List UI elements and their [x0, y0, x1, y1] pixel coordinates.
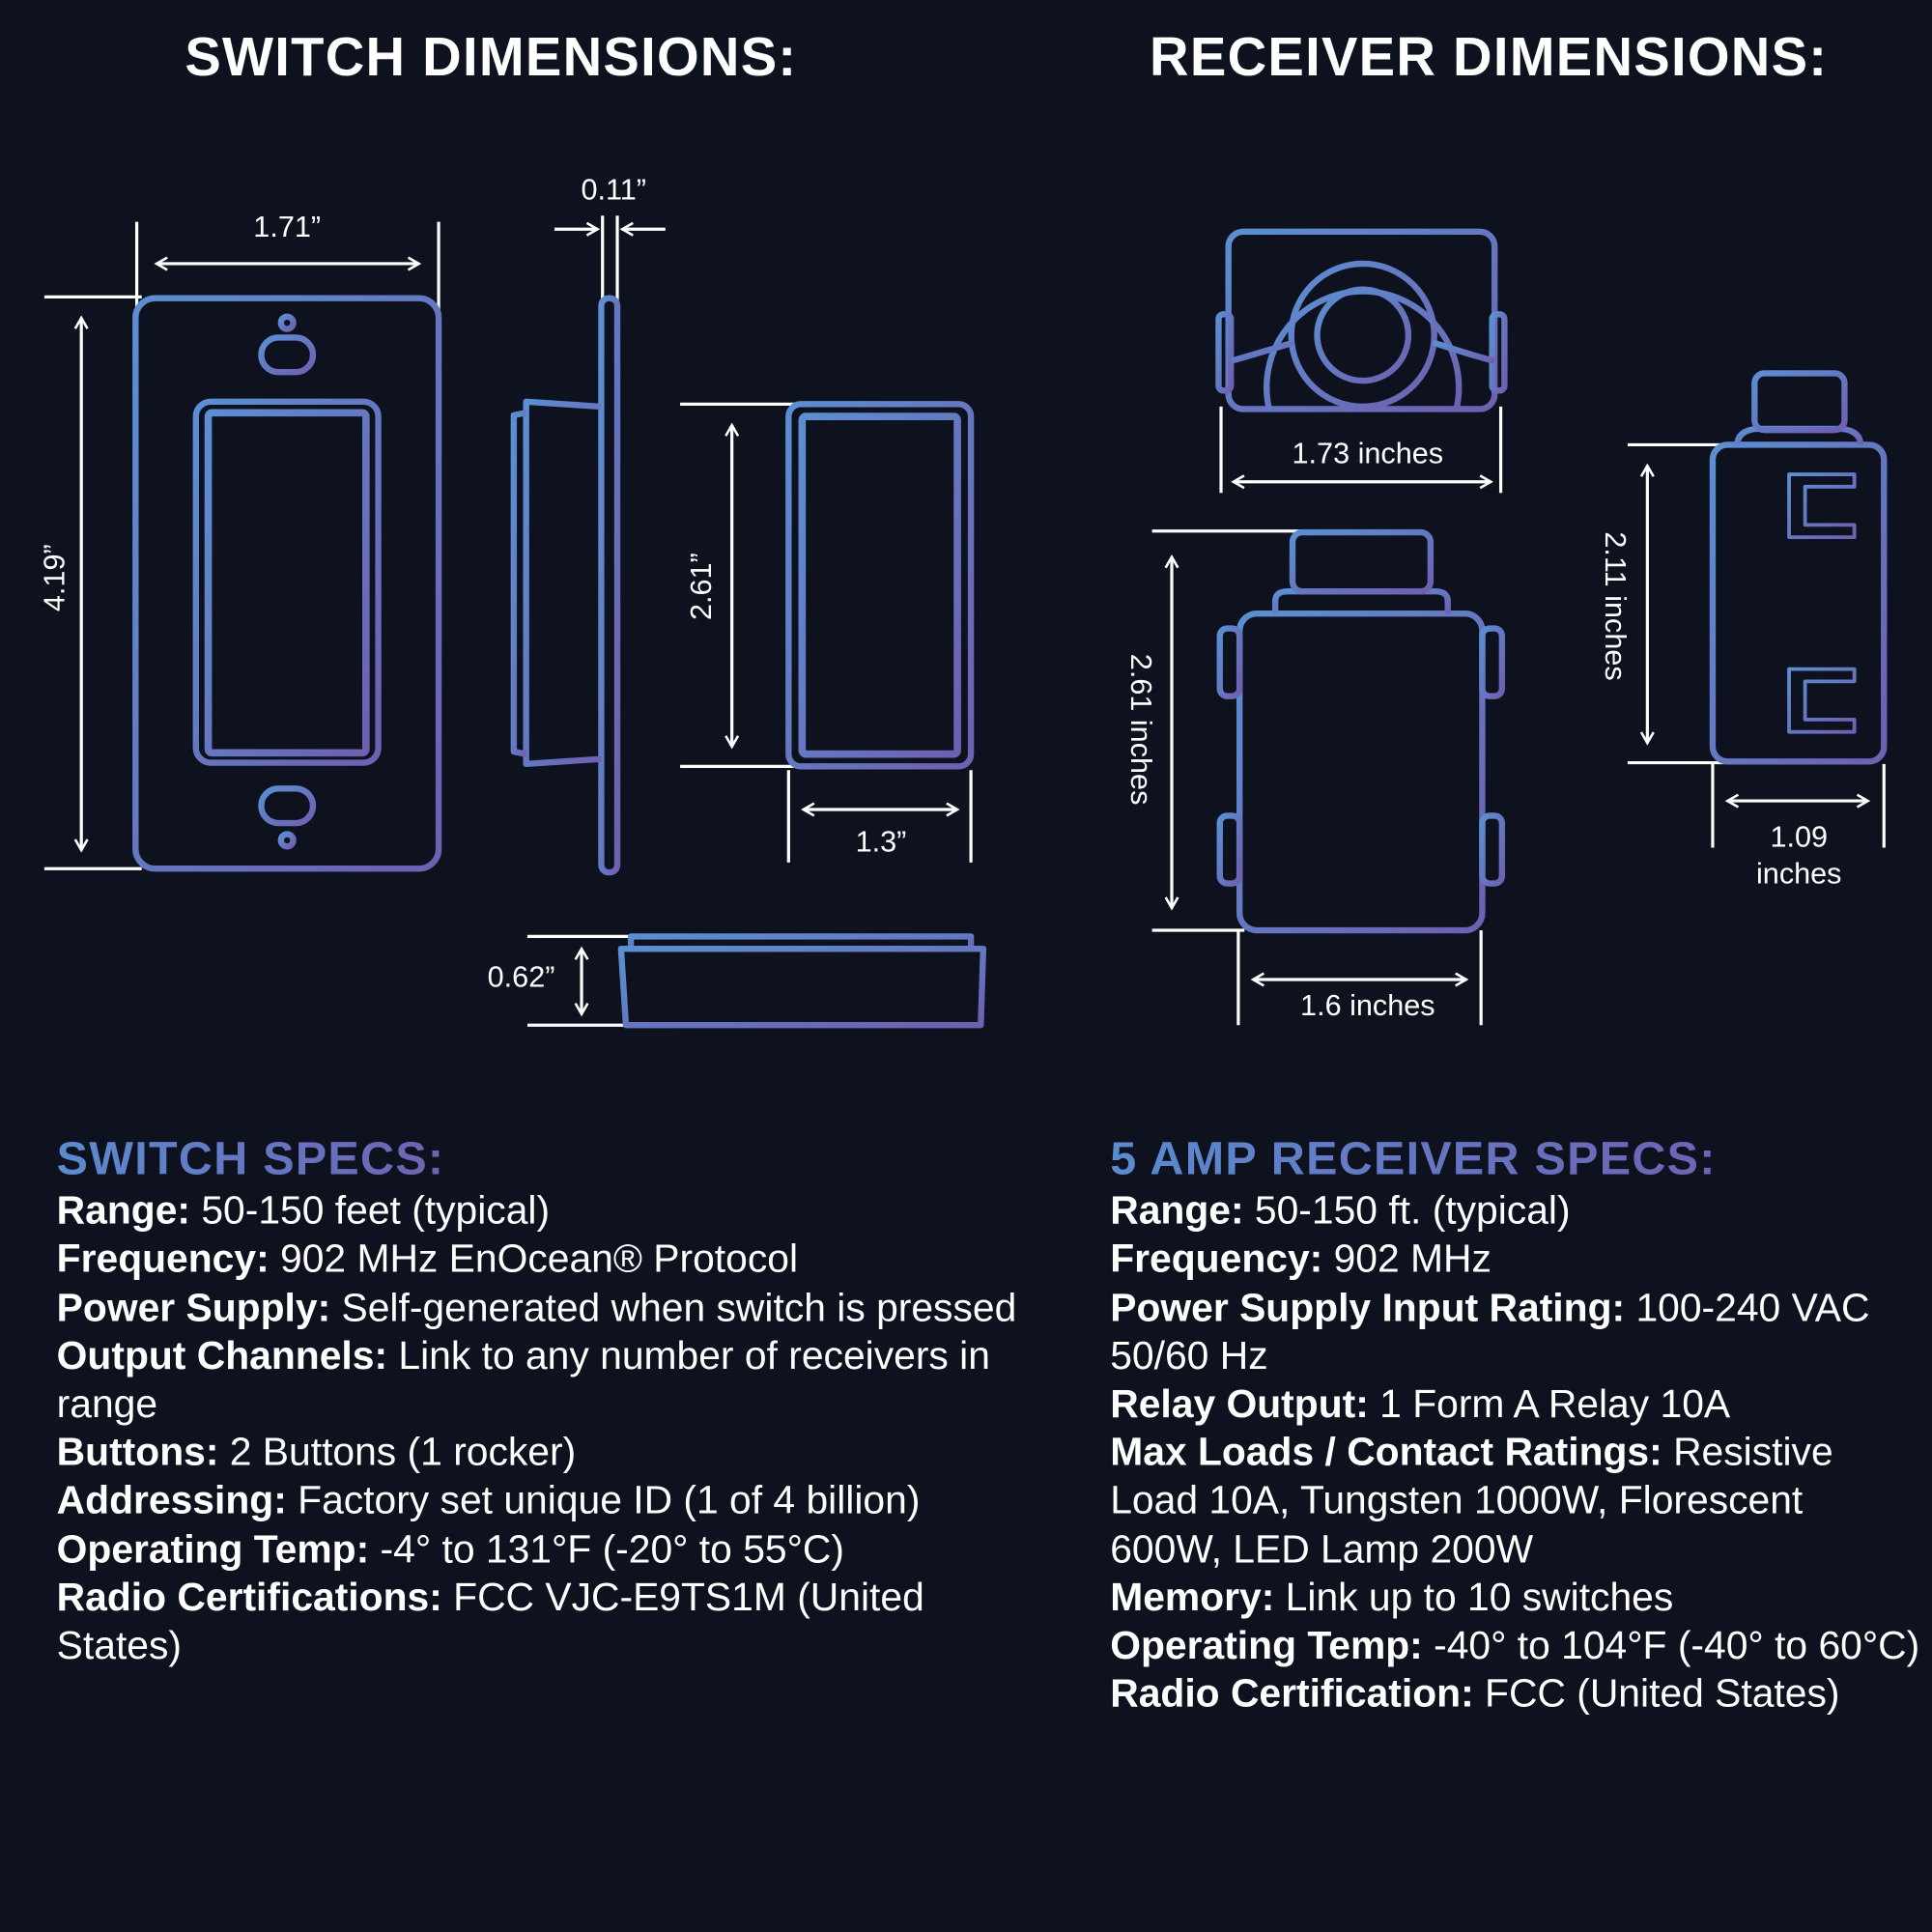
spec-value: 2 Buttons (1 rocker): [218, 1429, 577, 1474]
switch-thickness-label: 0.11”: [581, 173, 646, 208]
rocker-height-label: 2.61”: [685, 553, 719, 621]
spec-label: Radio Certifications:: [56, 1574, 442, 1619]
spec-item: Frequency: 902 MHz: [1110, 1236, 1923, 1284]
receiver-side-width-label: 1.09 inches: [1725, 819, 1873, 894]
receiver-specs-title: 5 AMP RECEIVER SPECS:: [1110, 1133, 1717, 1186]
spec-item: Power Supply Input Rating: 100-240 VAC 5…: [1110, 1284, 1923, 1380]
spec-item: Radio Certifications: FCC VJC-E9TS1M (Un…: [57, 1574, 1018, 1670]
spec-value: Factory set unique ID (1 of 4 billion): [286, 1477, 921, 1522]
switch-dimensions-title: SWITCH DIMENSIONS:: [185, 27, 798, 88]
spec-label: Range:: [56, 1187, 191, 1233]
spec-label: Max Loads / Contact Ratings:: [1110, 1429, 1662, 1474]
spec-value: -4° to 131°F (-20° to 55°C): [369, 1525, 844, 1571]
switch-width-label: 1.71”: [253, 211, 322, 244]
spec-label: Buttons:: [56, 1429, 219, 1474]
spec-label: Frequency:: [56, 1236, 270, 1281]
spec-value: 50-150 feet (typical): [190, 1187, 551, 1233]
switch-specs-title: SWITCH SPECS:: [56, 1133, 445, 1186]
spec-value: -40° to 104°F (-40° to 60°C): [1422, 1622, 1920, 1667]
spec-label: Frequency:: [1110, 1236, 1323, 1281]
receiver-height-label: 2.61 inches: [1123, 653, 1157, 806]
spec-label: Memory:: [1110, 1574, 1275, 1619]
side-width-value: 1.09: [1770, 820, 1829, 854]
spec-value: FCC (United States): [1473, 1670, 1840, 1716]
side-width-unit: inches: [1756, 857, 1842, 892]
spec-item: Addressing: Factory set unique ID (1 of …: [57, 1477, 1018, 1525]
spec-item: Operating Temp: -4° to 131°F (-20° to 55…: [57, 1525, 1018, 1574]
switch-height-label: 4.19”: [38, 544, 71, 612]
spec-label: Operating Temp:: [56, 1525, 370, 1571]
switch-depth-label: 0.62”: [487, 960, 555, 995]
spec-item: Range: 50-150 ft. (typical): [1110, 1187, 1923, 1236]
spec-item: Frequency: 902 MHz EnOcean® Protocol: [57, 1236, 1018, 1284]
spec-label: Relay Output:: [1110, 1380, 1369, 1426]
spec-value: Link to any number of receivers in range: [56, 1332, 990, 1426]
spec-item: Relay Output: 1 Form A Relay 10A: [1110, 1380, 1923, 1429]
spec-label: Power Supply Input Rating:: [1110, 1284, 1626, 1329]
spec-value: 902 MHz: [1322, 1236, 1492, 1281]
spec-value: Link up to 10 switches: [1274, 1574, 1674, 1619]
spec-value: 100-240 VAC 50/60 Hz: [1110, 1284, 1870, 1378]
spec-value: 1 Form A Relay 10A: [1368, 1380, 1731, 1426]
receiver-specs: 5 AMP RECEIVER SPECS: Range: 50-150 ft. …: [1110, 1133, 1923, 1719]
receiver-side-height-label: 2.11 inches: [1598, 531, 1632, 681]
spec-value: Resistive Load 10A, Tungsten 1000W, Flor…: [1110, 1429, 1833, 1571]
spec-item: Memory: Link up to 10 switches: [1110, 1574, 1923, 1622]
spec-item: Output Channels: Link to any number of r…: [57, 1332, 1018, 1429]
switch-specs: SWITCH SPECS: Range: 50-150 feet (typica…: [56, 1133, 1018, 1670]
spec-item: Buttons: 2 Buttons (1 rocker): [57, 1429, 1018, 1477]
receiver-dimensions-title: RECEIVER DIMENSIONS:: [1150, 27, 1829, 88]
receiver-width-label: 1.6 inches: [1300, 989, 1435, 1023]
spec-value: 50-150 ft. (typical): [1243, 1187, 1571, 1233]
spec-label: Radio Certification:: [1110, 1670, 1474, 1716]
receiver-top-width-label: 1.73 inches: [1292, 437, 1444, 471]
spec-value: Self-generated when switch is pressed: [330, 1284, 1017, 1329]
spec-value: FCC VJC-E9TS1M (United States): [56, 1574, 924, 1667]
spec-value: 902 MHz EnOcean® Protocol: [269, 1236, 799, 1281]
spec-label: Output Channels:: [56, 1332, 388, 1378]
spec-label: Operating Temp:: [1110, 1622, 1423, 1667]
spec-item: Operating Temp: -40° to 104°F (-40° to 6…: [1110, 1622, 1923, 1670]
spec-label: Range:: [1110, 1187, 1244, 1233]
spec-label: Power Supply:: [56, 1284, 331, 1329]
spec-item: Max Loads / Contact Ratings: Resistive L…: [1110, 1429, 1923, 1574]
spec-item: Radio Certification: FCC (United States): [1110, 1670, 1923, 1719]
spec-label: Addressing:: [56, 1477, 287, 1522]
spec-item: Range: 50-150 feet (typical): [57, 1187, 1018, 1236]
rocker-width-label: 1.3”: [855, 825, 907, 860]
spec-item: Power Supply: Self-generated when switch…: [57, 1284, 1018, 1332]
